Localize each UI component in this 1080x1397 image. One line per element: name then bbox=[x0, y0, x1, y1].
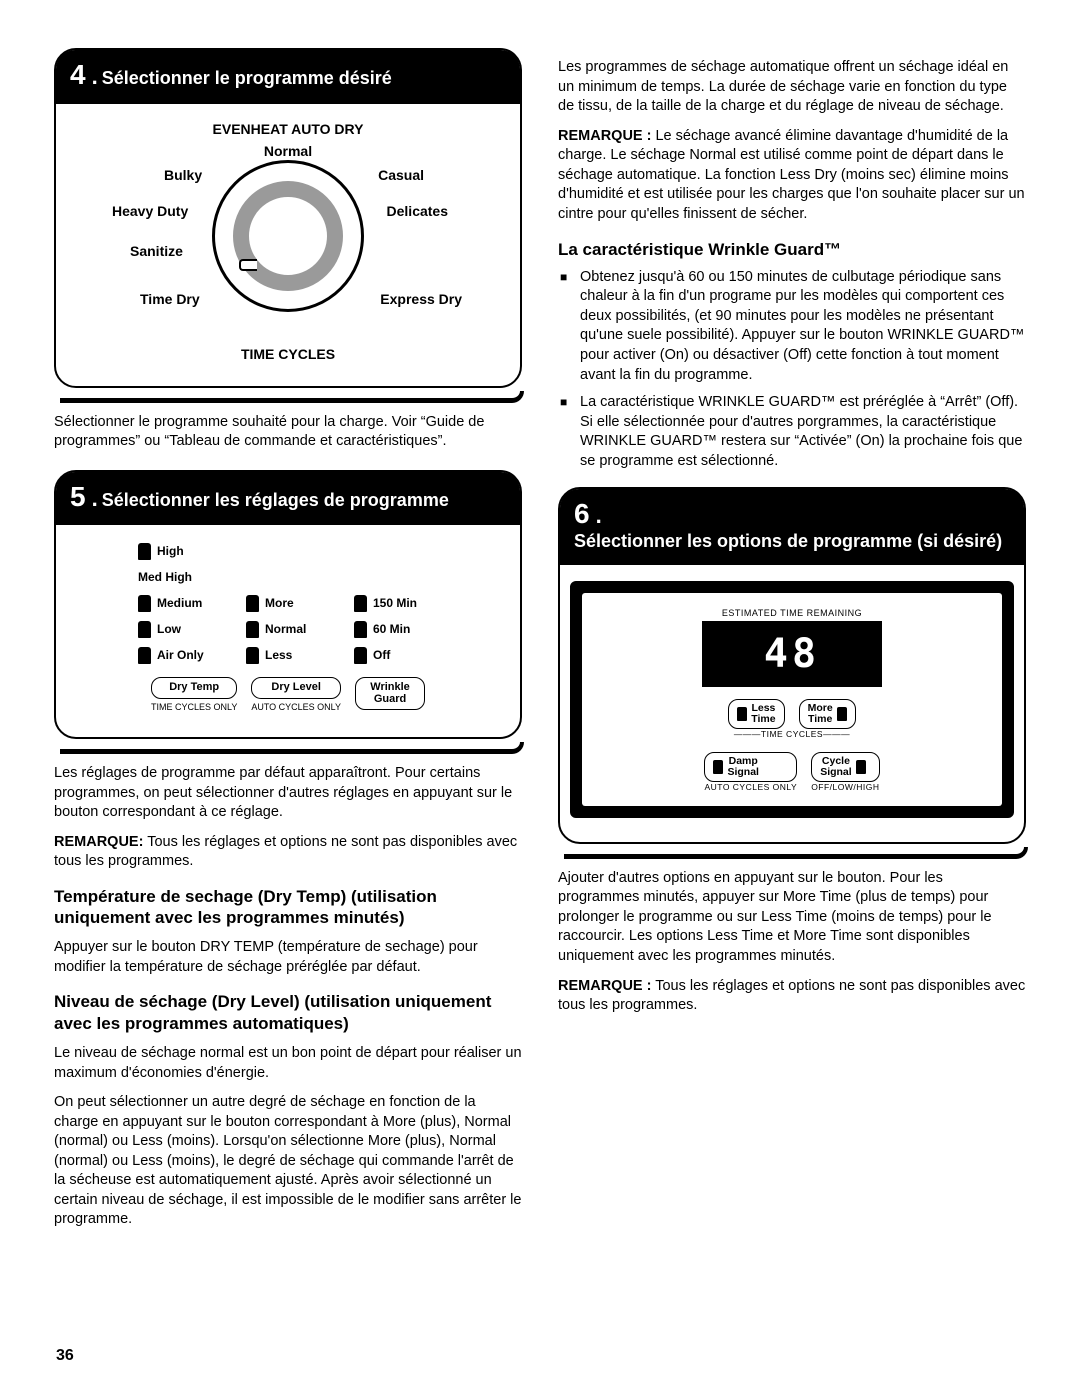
step4-caption: Sélectionner le programme souhaité pour … bbox=[54, 413, 522, 452]
time-display: 48 bbox=[702, 621, 882, 687]
settings-grid: High Med High Medium More 150 Min Low No… bbox=[138, 541, 438, 665]
panel-step6-header: 6. Sélectionner les options de programme… bbox=[560, 489, 1024, 564]
step6-number: 6 bbox=[574, 497, 590, 531]
dial-diagram: EVENHEAT AUTO DRY Normal Bulky Casual He… bbox=[56, 112, 520, 372]
step5-number: 5 bbox=[70, 480, 86, 514]
dial-inner bbox=[233, 181, 343, 291]
cycle-signal-button[interactable]: Cycle Signal bbox=[811, 752, 879, 782]
panel-step5-header: 5. Sélectionner les réglages de programm… bbox=[56, 472, 520, 526]
dry-temp-heading: Température de sechage (Dry Temp) (utili… bbox=[54, 886, 522, 929]
dial-bulky: Bulky bbox=[164, 166, 202, 185]
step5-p1: Les réglages de programme par défaut app… bbox=[54, 764, 522, 823]
wrinkle-guard-list: Obtenez jusqu'à 60 ou 150 minutes de cul… bbox=[558, 268, 1026, 472]
step5-title: Sélectionner les réglages de programme bbox=[102, 490, 449, 512]
step6-p1: Ajouter d'autres options en appuyant sur… bbox=[558, 869, 1026, 967]
right-p1: Les programmes de séchage automatique of… bbox=[558, 58, 1026, 117]
dial-express-dry: Express Dry bbox=[380, 290, 462, 309]
time-cycles-label: TIME CYCLES bbox=[56, 345, 520, 364]
dry-level-text2: On peut sélectionner un autre degré de s… bbox=[54, 1093, 522, 1230]
wrinkle-guard-heading: La caractéristique Wrinkle Guard™ bbox=[558, 239, 1026, 260]
panel-step4-header: 4. Sélectionner le programme désiré bbox=[56, 50, 520, 104]
right-p2: REMARQUE : Le séchage avancé élimine dav… bbox=[558, 127, 1026, 225]
dial-outer bbox=[212, 160, 364, 312]
dial-casual: Casual bbox=[378, 166, 424, 185]
step5-p2: REMARQUE: Tous les réglages et options n… bbox=[54, 833, 522, 872]
dial-delicates: Delicates bbox=[387, 202, 448, 221]
step4-number: 4 bbox=[70, 58, 86, 92]
step5-body: High Med High Medium More 150 Min Low No… bbox=[56, 525, 520, 723]
page-number: 36 bbox=[56, 1345, 74, 1367]
damp-signal-button[interactable]: Damp Signal bbox=[704, 752, 797, 782]
wg-item-1: Obtenez jusqu'à 60 ou 150 minutes de cul… bbox=[558, 268, 1026, 385]
step6-title: Sélectionner les options de programme (s… bbox=[574, 531, 1002, 553]
dry-temp-text: Appuyer sur le bouton DRY TEMP (températ… bbox=[54, 938, 522, 977]
wg-item-2: La caractéristique WRINKLE GUARD™ est pr… bbox=[558, 393, 1026, 471]
less-time-button[interactable]: Less Time bbox=[728, 699, 784, 729]
control-panel-display: ESTIMATED TIME REMAINING 48 Less Time Mo… bbox=[570, 581, 1014, 818]
step6-p2: REMARQUE : Tous les réglages et options … bbox=[558, 977, 1026, 1016]
evenheat-label: EVENHEAT AUTO DRY bbox=[56, 120, 520, 139]
wrinkle-guard-button[interactable]: Wrinkle Guard bbox=[355, 677, 425, 710]
dial-time-dry: Time Dry bbox=[140, 290, 200, 309]
dry-level-heading: Niveau de séchage (Dry Level) (utilisati… bbox=[54, 991, 522, 1034]
more-time-button[interactable]: More Time bbox=[799, 699, 856, 729]
panel-step5: 5. Sélectionner les réglages de programm… bbox=[54, 470, 522, 739]
dial-normal: Normal bbox=[56, 142, 520, 161]
dry-temp-button[interactable]: Dry Temp bbox=[151, 677, 237, 699]
panel-step4: 4. Sélectionner le programme désiré EVEN… bbox=[54, 48, 522, 388]
dry-level-text1: Le niveau de séchage normal est un bon p… bbox=[54, 1044, 522, 1083]
dial-pointer bbox=[239, 259, 257, 271]
step4-title: Sélectionner le programme désiré bbox=[102, 68, 392, 90]
panel-step6: 6. Sélectionner les options de programme… bbox=[558, 487, 1026, 843]
dial-sanitize: Sanitize bbox=[130, 242, 183, 261]
dry-level-button[interactable]: Dry Level bbox=[251, 677, 341, 699]
estimated-time-label: ESTIMATED TIME REMAINING bbox=[702, 607, 882, 619]
dial-heavy-duty: Heavy Duty bbox=[112, 202, 188, 221]
